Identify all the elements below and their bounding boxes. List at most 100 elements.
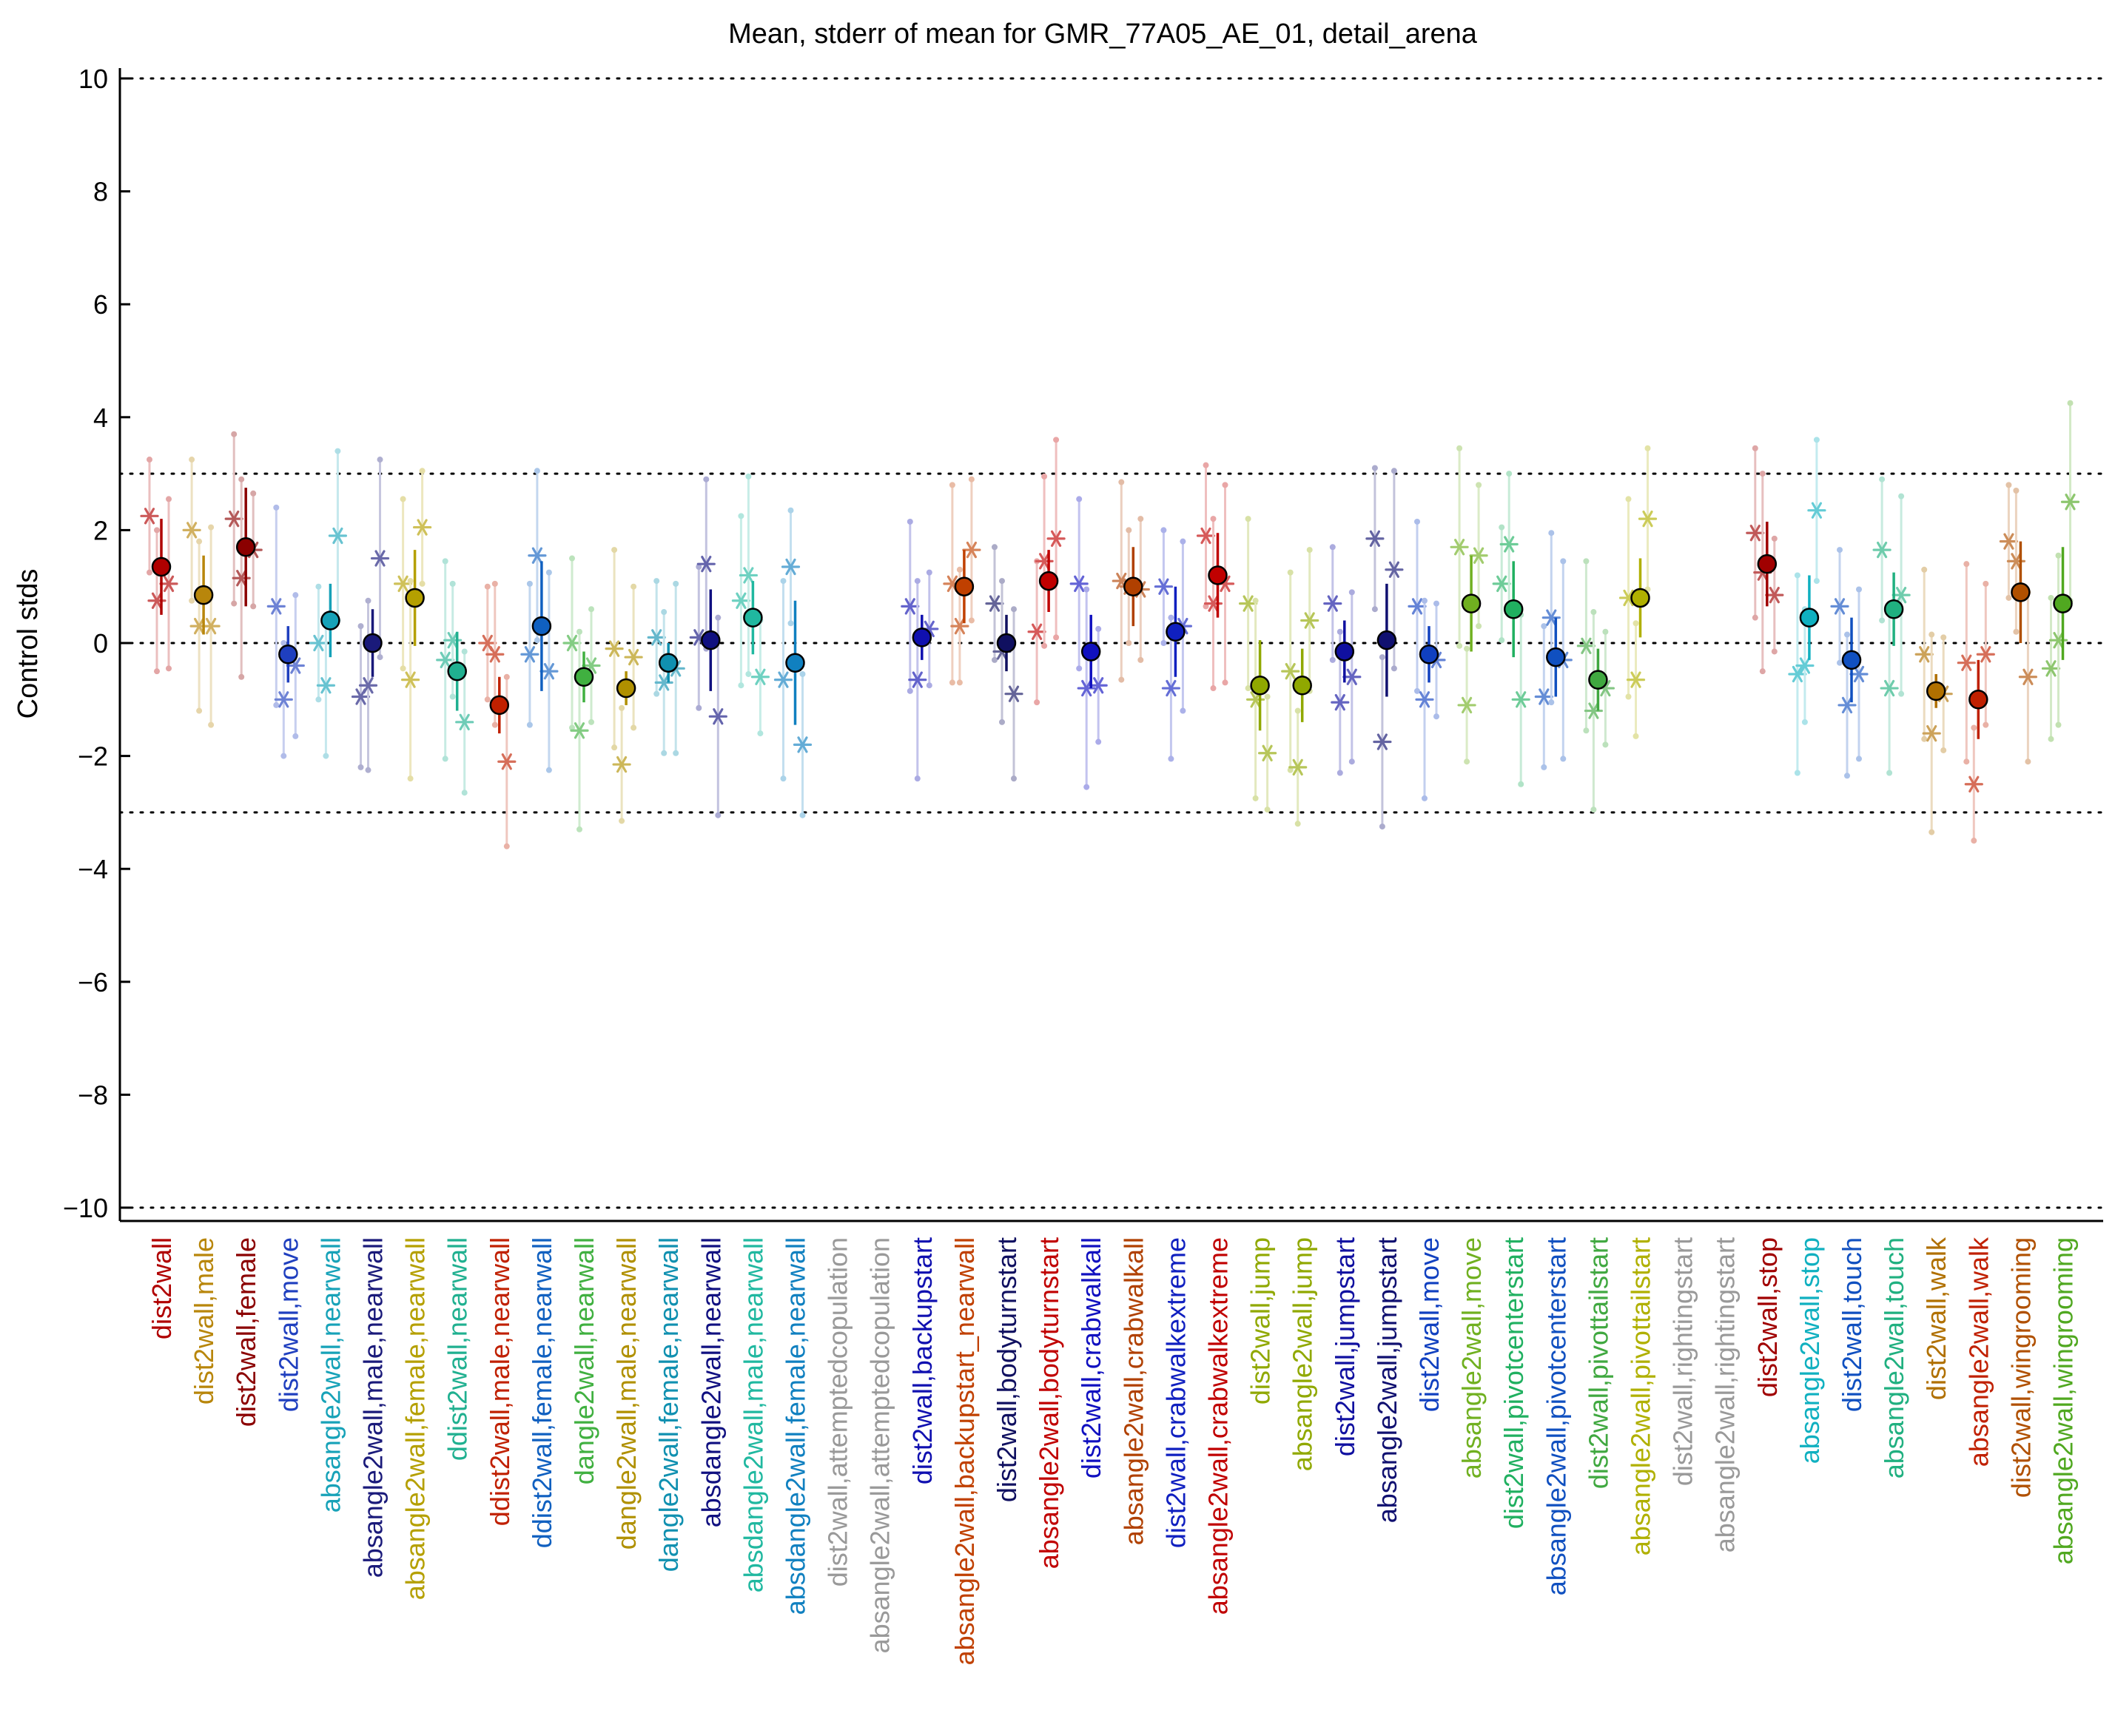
faint-point	[1126, 640, 1132, 646]
faint-point	[503, 673, 510, 680]
faint-point	[400, 496, 406, 502]
star-marker	[1795, 657, 1815, 674]
faint-point	[449, 693, 456, 700]
data-group-7	[436, 558, 474, 796]
mean-point	[1166, 622, 1186, 642]
y-tick-label: 0	[93, 628, 108, 659]
faint-point	[631, 583, 637, 590]
faint-point	[1076, 665, 1083, 672]
faint-point	[377, 654, 383, 661]
star-marker	[436, 651, 455, 669]
faint-point	[1971, 838, 1977, 844]
faint-point	[1644, 445, 1651, 451]
faint-point	[569, 724, 575, 731]
faint-point	[787, 620, 794, 627]
data-group-24	[1154, 527, 1193, 762]
star-marker	[1626, 671, 1646, 688]
x-tick-label: absangle2wall,touch	[1879, 1237, 1909, 1478]
star-marker	[750, 668, 770, 685]
faint-point	[250, 490, 257, 497]
mean-point	[235, 537, 256, 557]
faint-point	[1898, 493, 1905, 499]
faint-point	[1160, 527, 1167, 534]
data-group-29	[1365, 465, 1404, 830]
data-group-5	[351, 457, 390, 773]
mean-point	[1757, 554, 1778, 574]
faint-point	[588, 719, 594, 725]
faint-point	[1794, 770, 1800, 776]
faint-point	[1371, 465, 1378, 471]
faint-point	[1414, 518, 1420, 525]
x-tick-label: dist2wall,attemptedcopulation	[823, 1237, 853, 1587]
faint-point	[2013, 628, 2020, 635]
faint-point	[926, 569, 932, 576]
star-marker	[1331, 693, 1350, 711]
faint-point	[1837, 547, 1843, 554]
star-marker	[901, 598, 920, 615]
faint-point	[1801, 719, 1808, 725]
x-tick-label: dist2wall,crabwalkextreme	[1160, 1237, 1191, 1548]
star-marker	[1323, 595, 1342, 612]
faint-point	[1053, 634, 1060, 641]
faint-point	[250, 603, 257, 610]
star-marker	[562, 634, 582, 652]
faint-point	[1168, 614, 1174, 621]
x-tick-label: absangle2wall,wingrooming	[2048, 1237, 2079, 1564]
faint-point	[576, 826, 582, 832]
faint-point	[1752, 445, 1758, 451]
faint-point	[787, 507, 794, 514]
faint-point	[1348, 589, 1355, 596]
data-group-23	[1112, 479, 1150, 683]
faint-point	[1095, 625, 1102, 632]
faint-point	[1011, 606, 1017, 613]
faint-point	[1464, 758, 1470, 765]
star-marker	[739, 567, 759, 584]
y-tick-label: 10	[78, 64, 108, 94]
faint-point	[1252, 795, 1259, 801]
faint-point	[208, 524, 215, 531]
data-group-21	[1027, 437, 1066, 706]
y-tick-label: 4	[93, 403, 108, 433]
data-group-11	[605, 547, 643, 824]
faint-point	[1348, 758, 1355, 765]
star-marker	[1089, 677, 1108, 694]
star-marker	[1638, 510, 1658, 528]
data-group-26	[1238, 516, 1277, 813]
faint-point	[1379, 823, 1385, 830]
faint-point	[1083, 586, 1090, 593]
faint-point	[1602, 628, 1609, 635]
mean-point	[1250, 675, 1270, 696]
mean-point	[1503, 599, 1524, 619]
star-marker	[1830, 598, 1849, 615]
star-marker	[1534, 688, 1553, 705]
data-group-40	[1830, 547, 1869, 779]
faint-point	[1294, 707, 1301, 714]
star-marker	[1964, 776, 1983, 793]
faint-point	[1963, 561, 1970, 568]
x-tick-label: dist2wall,move	[1414, 1237, 1445, 1412]
faint-point	[1137, 656, 1144, 663]
star-marker	[1385, 561, 1404, 578]
faint-point	[968, 617, 975, 624]
data-group-10	[562, 555, 601, 832]
x-tick-label: dist2wall,bodyturnstart	[992, 1237, 1022, 1502]
star-marker	[393, 575, 413, 593]
mean-point	[1546, 647, 1566, 667]
faint-point	[576, 628, 582, 635]
faint-point	[1813, 578, 1820, 585]
data-group-14	[731, 473, 770, 737]
mean-point	[743, 608, 763, 628]
faint-point	[661, 609, 668, 616]
y-tick-label: −6	[78, 967, 108, 997]
data-group-4	[309, 448, 347, 759]
data-group-45	[2041, 400, 2080, 742]
star-marker	[266, 598, 286, 615]
faint-point	[661, 750, 668, 756]
faint-point	[273, 504, 280, 511]
faint-point	[1794, 572, 1800, 579]
mean-point	[912, 628, 932, 647]
x-tick-label: absangle2wall,backupstart_nearwall	[949, 1237, 980, 1665]
star-marker	[1373, 733, 1392, 750]
x-tick-label: ddist2wall,male,nearwall	[485, 1237, 515, 1526]
star-marker	[140, 508, 159, 525]
